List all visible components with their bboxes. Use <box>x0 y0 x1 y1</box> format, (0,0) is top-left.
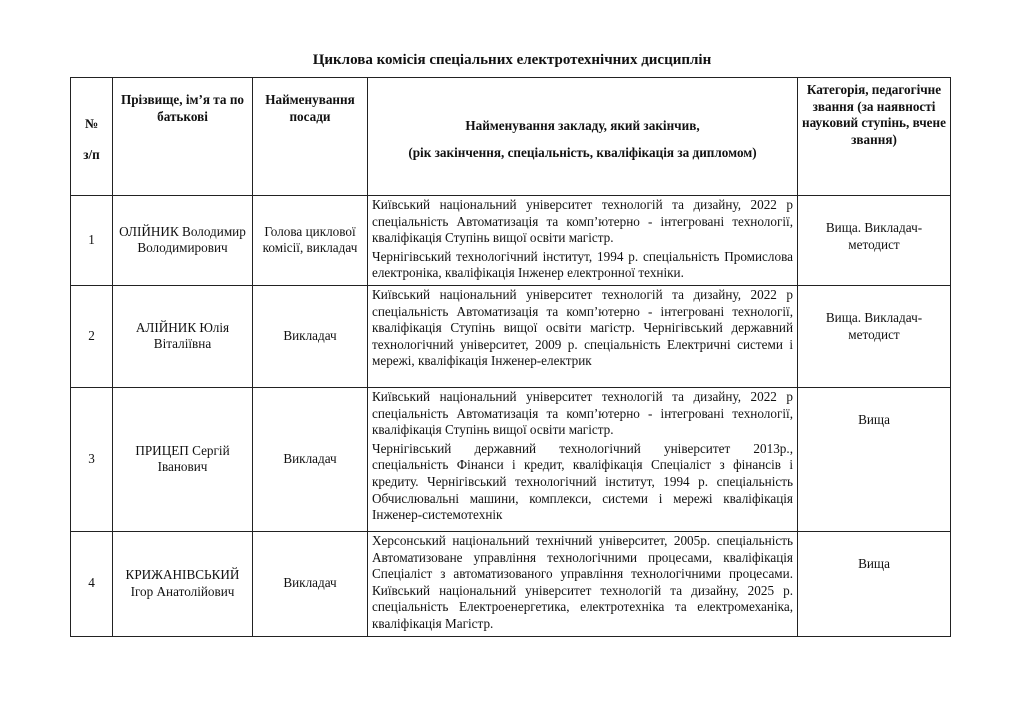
header-num-label: № <box>84 115 99 131</box>
position-title: Викладач <box>252 284 368 388</box>
education-cell: Київський національний університет техно… <box>367 386 798 532</box>
position-title: Викладач <box>252 386 368 532</box>
category-cell: Вища <box>797 530 951 637</box>
table-row: 3 ПРИЦЕП Сергій Іванович Викладач Київський… <box>70 386 951 532</box>
header-education-label: Найменування закладу, який закінчив, <box>465 117 700 133</box>
education-cell: Київський національний університет техно… <box>367 195 798 286</box>
header-position: Найменування посади <box>252 77 368 196</box>
position-title: Викладач <box>252 530 368 637</box>
table-row: 4 КРИЖАНІВСЬКИЙ Ігор Анатолійович Викладач… <box>70 530 951 637</box>
education-paragraph: Київський національний університет техно… <box>372 197 793 246</box>
education-paragraph: Київський національний університет техно… <box>372 286 793 369</box>
staff-table: № з/п Прізвище, ім’я та по батькові Найм… <box>70 77 951 637</box>
row-number: 1 <box>70 195 113 286</box>
header-row: № з/п Прізвище, ім’я та по батькові Найм… <box>70 77 951 196</box>
education-paragraph: Чернігівський державний технологічний ун… <box>372 440 793 523</box>
header-num-sub: з/п <box>83 146 100 162</box>
education-paragraph: Київський національний університет техно… <box>372 388 793 438</box>
header-education: Найменування закладу, який закінчив, (рі… <box>367 77 798 196</box>
teacher-name: ОЛІЙНИК Володимир Володимирович <box>112 195 253 286</box>
table-row: 2 АЛІЙНИК Юлія Віталіївна Викладач Київськи… <box>70 284 951 388</box>
header-education-sub: (рік закінчення, спеціальність, кваліфік… <box>408 144 757 160</box>
row-number: 3 <box>70 386 113 532</box>
header-name: Прізвище, ім’я та по батькові <box>112 77 253 196</box>
category-cell: Вища. Викладач-методист <box>797 195 951 286</box>
teacher-name: КРИЖАНІВСЬКИЙ Ігор Анатолійович <box>112 530 253 637</box>
position-title: Голова циклової комісії, викладач <box>252 195 368 286</box>
teacher-name: АЛІЙНИК Юлія Віталіївна <box>112 284 253 388</box>
education-cell: Київський національний університет техно… <box>367 284 798 388</box>
category-cell: Вища. Викладач-методист <box>797 284 951 388</box>
header-category: Категорія, педагогічне звання (за наявно… <box>797 77 951 196</box>
row-number: 4 <box>70 530 113 637</box>
row-number: 2 <box>70 284 113 388</box>
education-paragraph: Чернігівський технологічний інститут, 19… <box>372 248 793 281</box>
education-cell: Херсонський національний технічний уніве… <box>367 530 798 637</box>
category-cell: Вища <box>797 386 951 532</box>
header-num: № з/п <box>70 77 113 196</box>
table-row: 1 ОЛІЙНИК Володимир Володимирович Голова ц… <box>70 195 951 286</box>
page-title: Циклова комісія спеціальних електротехні… <box>312 52 712 68</box>
education-paragraph: Херсонський національний технічний уніве… <box>372 532 793 631</box>
teacher-name: ПРИЦЕП Сергій Іванович <box>112 386 253 532</box>
